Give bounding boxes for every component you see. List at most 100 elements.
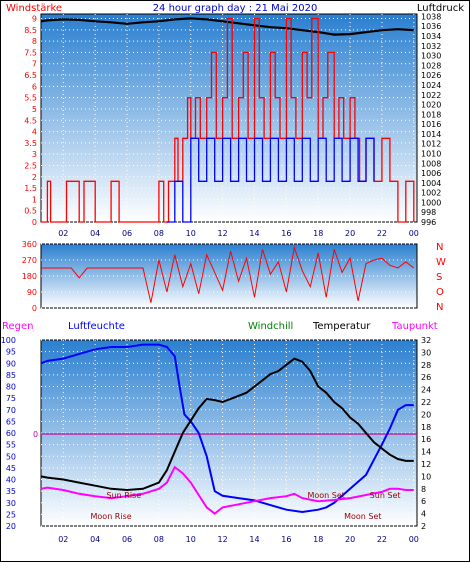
temperature-tick-label: 30	[421, 348, 431, 357]
humidity-axis-ticks: 20 25 30 35 40 45 50 55 60 65 70 75 80 85 90 95 100	[1, 336, 16, 531]
compass-label: W	[436, 257, 446, 268]
humidity-tick-label: 20	[6, 522, 16, 531]
climate-series	[40, 343, 414, 515]
humidity-tick-label: 95	[6, 348, 16, 357]
annotation-label: Sun Rise	[107, 491, 142, 500]
wind-tick-label: 0	[32, 218, 37, 227]
temperature-tick-label: 20	[421, 410, 431, 419]
x-tick-label: 12	[218, 535, 228, 544]
wind-tick-label: 3	[32, 150, 37, 159]
x-tick-label: 06	[122, 535, 132, 544]
direction-tick-label: 90	[27, 288, 37, 297]
wind-tick-label: 0.5	[24, 207, 37, 216]
pressure-tick-label: 1028	[421, 61, 441, 70]
wind-tick-label: 7	[32, 60, 37, 69]
wind-tick-label: 3.5	[24, 139, 37, 148]
series-windstaerke	[41, 17, 415, 223]
compass-label: S	[436, 272, 442, 283]
series-windrichtung	[41, 245, 415, 303]
legend-regen: Regen	[2, 321, 34, 332]
x-tick-label: 12	[218, 229, 228, 238]
pressure-tick-label: 1026	[421, 71, 441, 80]
wind-tick-label: 6.5	[24, 71, 37, 80]
wind-tick-label: 1	[32, 195, 37, 204]
temperature-tick-label: 2	[421, 522, 426, 531]
humidity-tick-label: 40	[6, 476, 16, 485]
pressure-tick-label: 1024	[421, 81, 441, 90]
annotation-label: Moon Rise	[91, 512, 132, 521]
pressure-tick-label: 1020	[421, 101, 441, 110]
wind-tick-label: 5.5	[24, 94, 37, 103]
x-tick-label: 00	[409, 535, 419, 544]
pressure-tick-label: 1038	[421, 12, 441, 21]
humidity-tick-label: 70	[6, 406, 16, 415]
temperature-tick-label: 16	[421, 435, 431, 444]
plot-area-wind	[40, 13, 418, 223]
pressure-axis-ticks: 9969981000100210041006100810101012101410…	[421, 12, 441, 227]
direction-tick-label: 180	[22, 272, 37, 281]
sun-moon-annotations: Sun Rise Moon Rise Sun Set Moon Set Moon Set	[91, 491, 401, 521]
x-tick-label: 14	[249, 229, 259, 238]
humidity-tick-label: 80	[6, 383, 16, 392]
wind-pressure-series	[40, 17, 415, 223]
direction-axis-ticks: 0 90 180 270 360	[22, 240, 37, 313]
humidity-tick-label: 100	[1, 336, 16, 345]
wind-tick-label: 4	[32, 128, 37, 137]
series-luftdruck	[40, 17, 414, 36]
x-tick-label: 10	[186, 229, 196, 238]
annotation-label: Moon Set	[307, 491, 344, 500]
humidity-tick-label: 25	[6, 510, 16, 519]
temperature-tick-label: 10	[421, 472, 431, 481]
grid-climate	[41, 339, 417, 527]
zero-label: 0	[33, 430, 38, 439]
pressure-tick-label: 1022	[421, 91, 441, 100]
x-tick-label: 08	[154, 535, 164, 544]
time-axis-ticks-climate: 02 04 06 08 10 12 14 16 18 20 22 00	[58, 535, 419, 544]
series-gust	[166, 137, 375, 223]
legend-luftfeuchte: Luftfeuchte	[68, 321, 125, 332]
wind-tick-label: 8	[32, 37, 37, 46]
annotation-label: Sun Set	[370, 491, 401, 500]
x-tick-label: 20	[345, 535, 355, 544]
temperature-tick-label: 12	[421, 460, 431, 469]
humidity-tick-label: 65	[6, 417, 16, 426]
direction-tick-label: 360	[22, 240, 37, 249]
humidity-tick-label: 90	[6, 359, 16, 368]
legend-temperatur: Temperatur	[312, 321, 371, 332]
wind-tick-label: 2.5	[24, 161, 37, 170]
x-tick-label: 02	[58, 229, 68, 238]
temperature-tick-label: 22	[421, 398, 431, 407]
pressure-tick-label: 1014	[421, 130, 441, 139]
pressure-tick-label: 1030	[421, 52, 441, 61]
direction-tick-label: 0	[32, 304, 37, 313]
pressure-tick-label: 1004	[421, 179, 441, 188]
x-tick-label: 16	[281, 229, 291, 238]
pressure-tick-label: 1002	[421, 189, 441, 198]
x-tick-label: 22	[377, 535, 387, 544]
pressure-tick-label: 1010	[421, 149, 441, 158]
pressure-tick-label: 1012	[421, 140, 441, 149]
x-tick-label: 02	[58, 535, 68, 544]
wind-tick-label: 7.5	[24, 48, 37, 57]
wind-tick-label: 6	[32, 82, 37, 91]
x-tick-label: 00	[409, 229, 419, 238]
wind-tick-label: 1.5	[24, 184, 37, 193]
header-title: 24 hour graph day : 21 Mai 2020	[153, 3, 318, 14]
wind-axis-ticks: 0 0.5 1 1.5 2 2.5 3 3.5 4 4.5 5 5.5 6 6.5 7 7.5 8 8.5 9	[24, 15, 37, 227]
x-tick-label: 08	[154, 229, 164, 238]
series-temperatur	[40, 357, 414, 492]
pressure-tick-label: 1006	[421, 169, 441, 178]
pressure-tick-label: 1000	[421, 198, 441, 207]
x-tick-label: 18	[313, 229, 323, 238]
humidity-tick-label: 30	[6, 499, 16, 508]
pressure-tick-label: 1036	[421, 22, 441, 31]
time-axis-ticks: 02 04 06 08 10 12 14 16 18 20 22 00	[58, 229, 419, 238]
x-tick-label: 16	[281, 535, 291, 544]
x-tick-label: 20	[345, 229, 355, 238]
header-right: Luftdruck	[417, 3, 464, 14]
direction-series	[41, 245, 415, 303]
temperature-tick-label: 6	[421, 497, 426, 506]
